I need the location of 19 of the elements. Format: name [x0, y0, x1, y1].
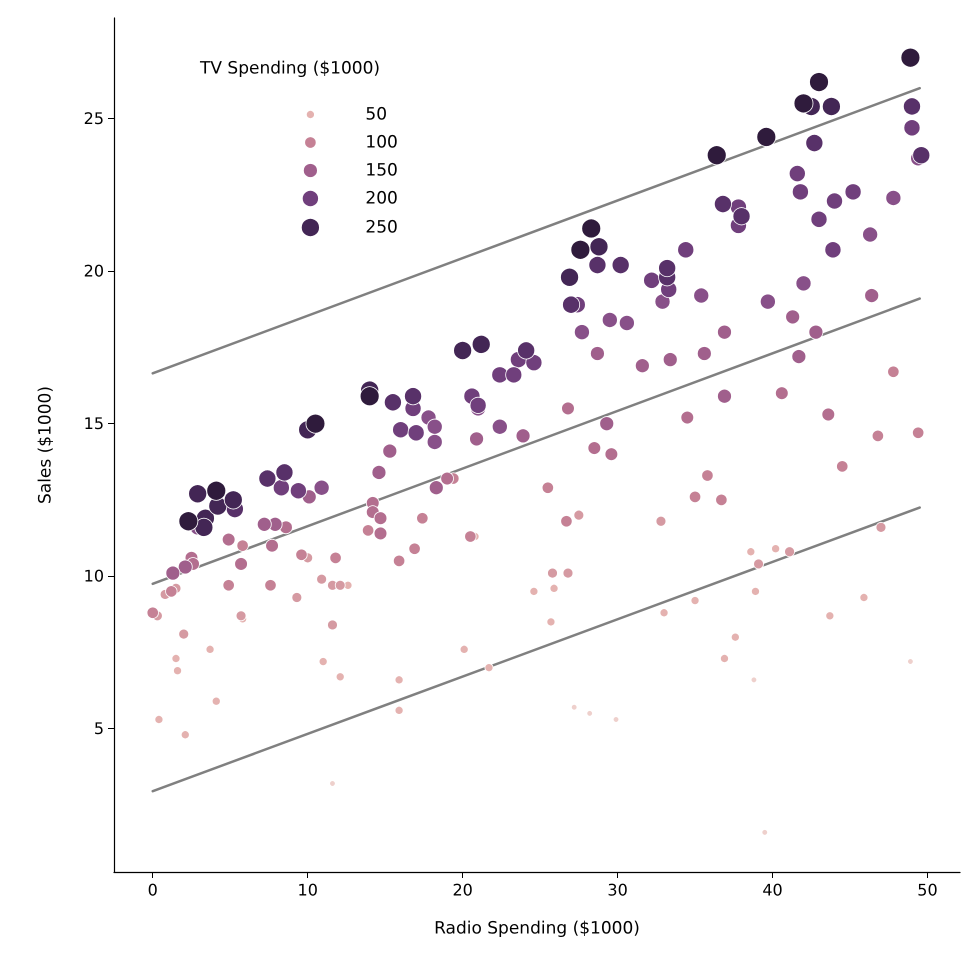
x-axis-title: Radio Spending ($1000) — [434, 918, 640, 938]
legend-label: 100 — [365, 132, 398, 152]
x-tick-label: 40 — [762, 880, 783, 900]
x-tick-label: 30 — [607, 880, 628, 900]
x-tick-label: 20 — [452, 880, 473, 900]
x-tick-label: 0 — [148, 880, 158, 900]
x-tick-label: 10 — [298, 880, 318, 900]
y-tick-label: 20 — [84, 262, 104, 281]
legend-label: 250 — [365, 217, 398, 238]
legend-label: 50 — [365, 104, 388, 124]
y-tick-label: 25 — [84, 109, 104, 128]
y-axis-title: Sales ($1000) — [36, 386, 56, 504]
y-tick-label: 10 — [84, 566, 104, 586]
legend-label: 150 — [365, 160, 398, 180]
y-tick-label: 5 — [94, 719, 104, 738]
legend-label: 200 — [365, 188, 398, 208]
y-tick-label: 15 — [84, 414, 104, 434]
x-tick-label: 50 — [917, 880, 938, 900]
legend-title: TV Spending ($1000) — [199, 58, 380, 78]
